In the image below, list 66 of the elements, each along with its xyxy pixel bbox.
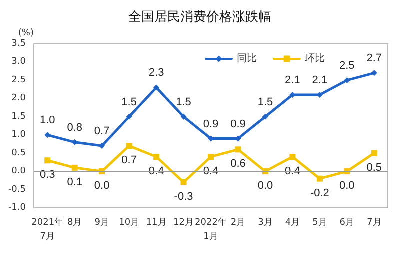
point — [371, 70, 378, 76]
point — [290, 154, 296, 160]
x-tick-label: 7月 — [367, 218, 382, 228]
data-label: 0.5 — [366, 162, 382, 174]
point — [44, 158, 51, 164]
data-label: 0.0 — [94, 180, 110, 192]
point — [72, 164, 78, 171]
point — [344, 77, 350, 84]
x-tick-label: 6月 — [340, 218, 355, 228]
data-label: 0.9 — [230, 118, 246, 130]
point — [154, 84, 160, 91]
y-tick-label: 0.5 — [12, 148, 26, 158]
y-tick-label: 3.0 — [12, 57, 26, 68]
x-tick-label: 8月 — [67, 218, 82, 228]
data-label: 1.5 — [122, 96, 137, 108]
y-tick-label: 3.5 — [12, 39, 26, 49]
point — [99, 143, 106, 150]
data-label: 0.0 — [340, 180, 355, 192]
data-label: 1.5 — [176, 96, 192, 108]
x-tick-label: 2月 — [230, 218, 246, 228]
point — [316, 176, 323, 182]
data-label: -0.2 — [310, 187, 330, 200]
point — [262, 114, 268, 120]
y-tick-label: 1.5 — [12, 112, 26, 122]
data-label: 0.7 — [122, 154, 137, 167]
data-label: 1.0 — [40, 114, 56, 127]
data-label: 2.3 — [148, 67, 164, 80]
data-label: 0.1 — [67, 176, 82, 188]
point — [126, 114, 132, 120]
data-label: 2.5 — [340, 60, 355, 72]
legend-label: 环比 — [305, 52, 325, 64]
x-tick-label: 9月 — [94, 218, 110, 228]
point — [180, 114, 187, 120]
x-tick-label: 12月 — [174, 218, 194, 228]
y-axis-title: (%) — [18, 28, 34, 38]
data-label: 2.7 — [366, 52, 382, 65]
data-label: 0.9 — [203, 118, 219, 130]
y-tick-label: 0.0 — [12, 166, 26, 177]
data-label: -0.3 — [174, 190, 194, 203]
data-label: 2.1 — [285, 74, 300, 87]
x-tick-label: 4月 — [285, 218, 300, 228]
data-label: 0.7 — [94, 126, 110, 138]
data-label: 0.8 — [67, 122, 82, 134]
x-tick-label: 11月 — [146, 218, 167, 228]
point — [180, 179, 187, 186]
x-tick-label: 10月 — [119, 218, 140, 228]
data-label: 1.5 — [258, 96, 274, 108]
x-tick-label: 5月 — [312, 218, 328, 228]
point — [208, 154, 214, 160]
point — [371, 150, 378, 156]
point — [235, 146, 242, 153]
chart-title: 全国居民消费价格涨跌幅 — [128, 10, 272, 25]
data-label: 0.6 — [230, 158, 246, 170]
data-label: 0.0 — [258, 180, 274, 192]
y-tick-label: 2.0 — [12, 94, 26, 104]
y-tick-label: 1.0 — [12, 130, 26, 140]
point — [126, 143, 132, 150]
data-label: 2.1 — [312, 74, 328, 87]
y-tick-label: 2.5 — [12, 75, 26, 86]
x-tick-label: 3月 — [258, 218, 273, 228]
y-tick-label: -0.5 — [8, 184, 26, 195]
legend-label: 同比 — [237, 52, 257, 64]
y-tick-label: -1.0 — [8, 203, 26, 213]
x-tick-label: 2021年 7月 — [32, 217, 64, 242]
point — [154, 154, 160, 160]
x-tick-label: 2022年 1月 — [195, 217, 227, 242]
